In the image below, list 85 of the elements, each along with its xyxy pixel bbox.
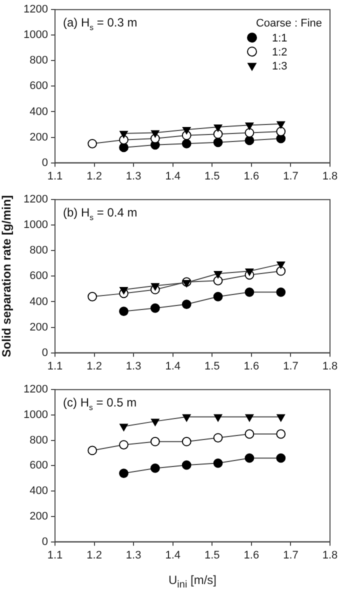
y-tick-label: 400 — [30, 485, 48, 498]
x-tick-label: 1.6 — [244, 549, 260, 562]
x-tick-label: 1.2 — [86, 549, 102, 562]
y-axis-title: Solid separation rate [g/min] — [0, 195, 14, 358]
point — [213, 276, 223, 286]
legend-label: 1:2 — [272, 46, 288, 59]
point — [276, 261, 286, 269]
x-axis-title: U$_{ini}$ [m/s] — [167, 573, 218, 590]
point — [276, 287, 286, 297]
point — [150, 303, 160, 313]
point — [213, 292, 223, 302]
point — [182, 436, 192, 446]
x-tick-label: 1.7 — [283, 360, 298, 372]
point — [244, 429, 254, 439]
point — [276, 266, 286, 276]
x-tick-label: 1.4 — [165, 360, 181, 372]
point — [213, 433, 223, 442]
y-tick-label: 600 — [30, 460, 48, 472]
x-tick-label: 1.7 — [283, 549, 298, 562]
y-tick-label: 600 — [30, 80, 48, 92]
x-tick-label: 1.1 — [47, 360, 63, 372]
x-tick-label: 1.2 — [86, 360, 102, 372]
point — [120, 287, 128, 294]
point — [276, 429, 286, 439]
x-tick-label: 1.6 — [244, 170, 260, 182]
x-tick-label: 1.1 — [47, 170, 63, 182]
point — [120, 424, 128, 432]
y-tick-label: 200 — [30, 510, 48, 522]
x-tick-label: 1.2 — [86, 170, 102, 182]
point — [213, 458, 223, 468]
point — [276, 414, 286, 422]
x-tick-label: 1.4 — [165, 549, 181, 562]
x-tick-label: 1.5 — [204, 549, 220, 562]
x-tick-label: 1.6 — [244, 360, 260, 372]
y-tick-label: 200 — [30, 131, 48, 144]
y-tick-label: 400 — [30, 106, 48, 118]
point — [119, 468, 128, 478]
point — [244, 453, 254, 463]
x-tick-label: 1.3 — [126, 360, 142, 372]
point — [214, 414, 222, 422]
point — [151, 418, 160, 426]
x-tick-label: 1.3 — [126, 170, 142, 182]
y-tick-label: 1000 — [24, 409, 48, 421]
legend-label: 1:1 — [272, 32, 288, 45]
point — [276, 453, 286, 463]
x-tick-label: 1.3 — [126, 549, 142, 562]
x-tick-label: 1.1 — [47, 549, 63, 562]
y-tick-label: 0 — [42, 156, 48, 169]
y-tick-label: 800 — [30, 54, 48, 67]
point — [244, 287, 254, 297]
point — [182, 300, 192, 309]
y-tick-label: 400 — [30, 296, 48, 308]
y-tick-label: 0 — [42, 346, 48, 359]
point — [245, 268, 254, 276]
y-tick-label: 800 — [30, 244, 48, 257]
point — [182, 460, 192, 470]
x-tick-label: 1.8 — [322, 170, 338, 182]
point — [150, 436, 160, 446]
y-tick-label: 1200 — [24, 384, 48, 396]
y-tick-label: 800 — [30, 434, 48, 446]
point — [88, 446, 98, 456]
point — [182, 414, 191, 422]
y-tick-label: 1000 — [24, 29, 48, 42]
point — [182, 280, 191, 288]
point — [151, 283, 160, 290]
x-tick-label: 1.5 — [204, 360, 220, 372]
y-tick-label: 1200 — [24, 4, 48, 16]
y-tick-label: 0 — [42, 536, 48, 548]
legend-label: 1:3 — [272, 60, 288, 73]
point — [119, 306, 128, 316]
x-tick-label: 1.7 — [283, 170, 298, 182]
legend-title: Coarse : Fine — [256, 18, 322, 30]
point — [150, 464, 160, 473]
y-tick-label: 600 — [30, 270, 48, 282]
x-tick-label: 1.8 — [322, 360, 338, 372]
point — [88, 292, 98, 302]
x-tick-label: 1.5 — [204, 170, 220, 182]
y-tick-label: 1000 — [24, 219, 48, 232]
y-tick-label: 1200 — [24, 194, 48, 206]
y-tick-label: 200 — [30, 321, 48, 334]
x-tick-label: 1.8 — [322, 549, 338, 562]
point — [214, 271, 222, 278]
point — [245, 414, 254, 422]
x-tick-label: 1.4 — [165, 170, 181, 182]
point — [119, 440, 128, 450]
